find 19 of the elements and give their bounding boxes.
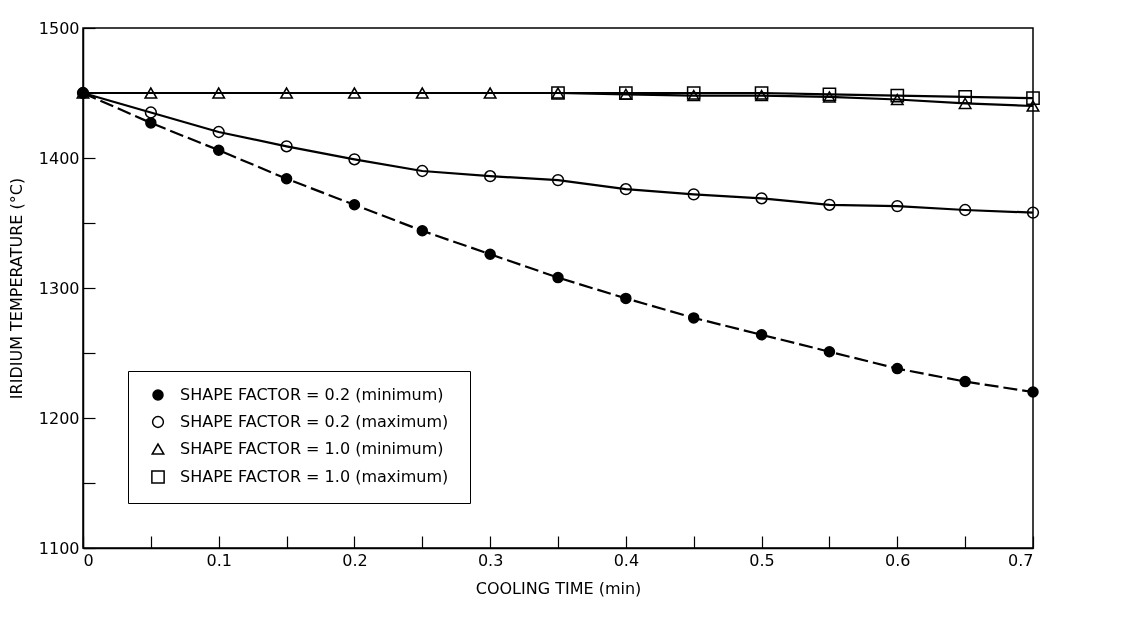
- x-tick-label: 0.6: [885, 550, 911, 570]
- y-axis-title: IRIDIUM TEMPERATURE (°C): [6, 177, 26, 400]
- y-tick-label: 1200: [38, 408, 80, 428]
- y-tick-label: 1100: [38, 538, 80, 558]
- y-tick-label: 1500: [38, 18, 80, 38]
- x-tick-label: 0: [83, 550, 94, 570]
- x-tick-label: 0.5: [749, 550, 775, 570]
- legend-label: SHAPE FACTOR = 0.2 (minimum): [180, 385, 444, 404]
- legend-label: SHAPE FACTOR = 0.2 (maximum): [180, 412, 449, 431]
- x-tick-label: 0.2: [342, 550, 368, 570]
- y-tick-label: 1300: [38, 278, 80, 298]
- legend-label: SHAPE FACTOR = 1.0 (maximum): [180, 467, 449, 486]
- x-tick-label: 0.4: [613, 550, 640, 570]
- y-tick-label: 1400: [38, 148, 80, 168]
- x-tick-label: 0.3: [477, 550, 504, 570]
- x-tick-label: 0.7: [1008, 550, 1034, 570]
- x-axis-title: COOLING TIME (min): [475, 578, 642, 598]
- legend-label: SHAPE FACTOR = 1.0 (minimum): [180, 439, 444, 458]
- x-tick-label: 0.1: [206, 550, 232, 570]
